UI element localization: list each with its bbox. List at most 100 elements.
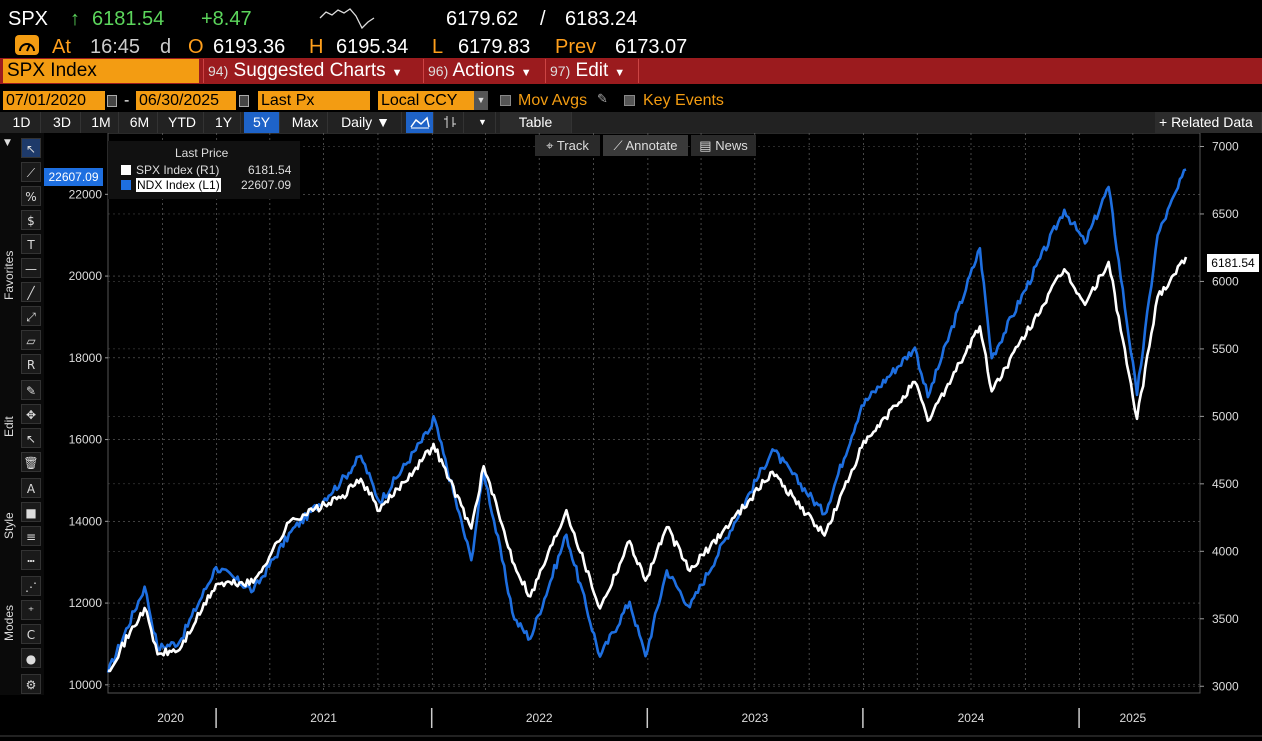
color-fill-icon[interactable]: ■ — [21, 502, 41, 522]
ticker: SPX — [8, 8, 49, 30]
periodicity-selector[interactable]: Daily ▼ — [330, 112, 402, 133]
ndx-series-line — [106, 168, 1187, 673]
right-axis-tick-label: 5500 — [1212, 342, 1239, 356]
line-chart-icon[interactable] — [406, 112, 434, 133]
security-field[interactable]: SPX Index — [3, 59, 199, 83]
legend-series-value: 6181.54 — [248, 163, 292, 177]
select-icon[interactable]: ↖ — [21, 428, 41, 448]
pencil-icon: ⟋ — [613, 138, 623, 153]
right-axis-tick-label: 6000 — [1212, 274, 1239, 288]
trash-icon[interactable]: 🗑 — [21, 452, 41, 472]
currency-selector[interactable]: Local CCY ▼ — [378, 91, 488, 110]
start-date-field[interactable]: 07/01/2020 — [3, 91, 105, 110]
menu-number: 94) — [208, 63, 229, 79]
legend-series-name: SPX Index (R1) — [136, 163, 220, 177]
low-label: L — [432, 36, 444, 58]
line-style-icon[interactable]: ┅ — [21, 550, 41, 570]
annotate-button[interactable]: ⟋ Annotate — [603, 135, 688, 156]
font-style-icon[interactable]: A — [21, 478, 41, 498]
suggested-charts-menu[interactable]: 94) Suggested Charts ▼ — [203, 59, 421, 83]
menu-number: 97) — [550, 63, 571, 79]
menu-label: Suggested Charts — [233, 60, 386, 81]
spx-series-line — [107, 256, 1188, 673]
range-5y[interactable]: 5Y — [244, 112, 280, 133]
x-axis-label: 2025 — [1119, 711, 1146, 725]
left-axis-tick-label: 18000 — [69, 351, 103, 365]
horizontal-line-icon[interactable]: — — [21, 258, 41, 278]
range-1m[interactable]: 1M — [84, 112, 119, 133]
plot-area — [107, 133, 1201, 694]
actions-menu[interactable]: 96) Actions ▼ — [423, 59, 543, 83]
open-label: O — [188, 36, 204, 58]
track-button[interactable]: ⌖ Track — [535, 135, 600, 156]
key-events-checkbox[interactable] — [624, 95, 635, 106]
end-date-field[interactable]: 06/30/2025 — [136, 91, 236, 110]
percent-tool-icon[interactable]: % — [21, 186, 41, 206]
news-button[interactable]: ▤ News — [691, 135, 756, 156]
crosshair-icon: ⌖ — [546, 138, 554, 153]
ohlc-chart-icon[interactable] — [436, 112, 464, 133]
move-icon[interactable]: ✥ — [21, 404, 41, 424]
line-weight-icon[interactable]: ≡ — [21, 526, 41, 546]
dollar-tool-icon[interactable]: $ — [21, 210, 41, 230]
channel-icon[interactable]: ▱ — [21, 330, 41, 350]
pen-icon[interactable]: ✎ — [21, 380, 41, 400]
legend-title: Last Price — [175, 146, 229, 160]
chevron-down-icon[interactable]: ▼ — [474, 91, 488, 110]
chart-type-dropdown[interactable]: ▼ — [470, 112, 496, 133]
range-1y[interactable]: 1Y — [207, 112, 241, 133]
dashed-mode-icon[interactable]: ⋰ — [21, 576, 41, 596]
cursor-icon[interactable]: ↖ — [21, 138, 41, 158]
range-3d[interactable]: 3D — [44, 112, 81, 133]
up-arrow-icon: ↑ — [70, 8, 80, 30]
d-label: d — [160, 36, 172, 58]
related-data-button[interactable]: + Related Data — [1155, 112, 1262, 133]
right-axis-tick-label: 4000 — [1212, 544, 1239, 558]
price-chart[interactable]: 10000 12000 14000 16000 18000 20000 22000 3000 3… — [0, 133, 1262, 741]
field-selector[interactable]: Last Px — [258, 91, 370, 110]
pencil-icon[interactable]: ✎ — [597, 92, 608, 107]
mov-avgs-checkbox[interactable] — [500, 95, 511, 106]
left-axis-tick-label: 22000 — [69, 187, 103, 201]
ask-price: 6183.24 — [565, 8, 638, 30]
retracement-icon[interactable]: R — [21, 354, 41, 374]
trend-line-icon[interactable]: ╱ — [21, 282, 41, 302]
snap-mode-icon[interactable]: ⁺ — [21, 600, 41, 620]
range-6m[interactable]: 6M — [122, 112, 158, 133]
gear-icon[interactable]: ⚙ — [21, 674, 41, 694]
x-axis-label: 2021 — [310, 711, 337, 725]
net-change: +8.47 — [201, 8, 252, 30]
palette-icon[interactable]: ● — [21, 648, 41, 668]
x-axis-label: 2022 — [526, 711, 553, 725]
bid-ask-separator: / — [540, 8, 546, 30]
range-ytd[interactable]: YTD — [161, 112, 204, 133]
range-1d[interactable]: 1D — [3, 112, 41, 133]
legend-series-name[interactable]: NDX Index (L1) — [136, 178, 221, 192]
ndx-last-badge: 22607.09 — [44, 168, 103, 186]
periodicity-label: Daily — [341, 114, 373, 130]
draw-line-icon[interactable]: ⟋ — [21, 162, 41, 182]
text-tool-icon[interactable]: T — [21, 234, 41, 254]
table-button[interactable]: Table — [500, 112, 572, 133]
right-axis-tick-label: 7000 — [1212, 139, 1239, 153]
ray-line-icon[interactable]: ⤢ — [21, 306, 41, 326]
edit-menu[interactable]: 97) Edit ▼ — [545, 59, 639, 83]
menu-bar — [0, 58, 1262, 84]
toolbar-collapse-icon[interactable]: ▼ — [4, 138, 11, 148]
x-axis-label: 2023 — [741, 711, 768, 725]
bid-price: 6179.62 — [446, 8, 519, 30]
calendar-icon[interactable] — [239, 95, 249, 107]
left-axis-tick-label: 14000 — [69, 514, 103, 528]
gauge-icon[interactable] — [15, 35, 39, 55]
x-axis-label: 2020 — [157, 711, 184, 725]
currency-label: Local CCY — [381, 92, 458, 109]
spx-last-badge: 6181.54 — [1207, 254, 1259, 272]
right-axis-tick-label: 3000 — [1212, 679, 1239, 693]
right-axis-tick-label: 3500 — [1212, 612, 1239, 626]
prev-value: 6173.07 — [615, 36, 688, 58]
chevron-down-icon: ▼ — [520, 67, 532, 79]
calendar-icon[interactable] — [107, 95, 117, 107]
range-max[interactable]: Max — [283, 112, 328, 133]
magnet-icon[interactable]: C — [21, 624, 41, 644]
prev-label: Prev — [555, 36, 597, 58]
